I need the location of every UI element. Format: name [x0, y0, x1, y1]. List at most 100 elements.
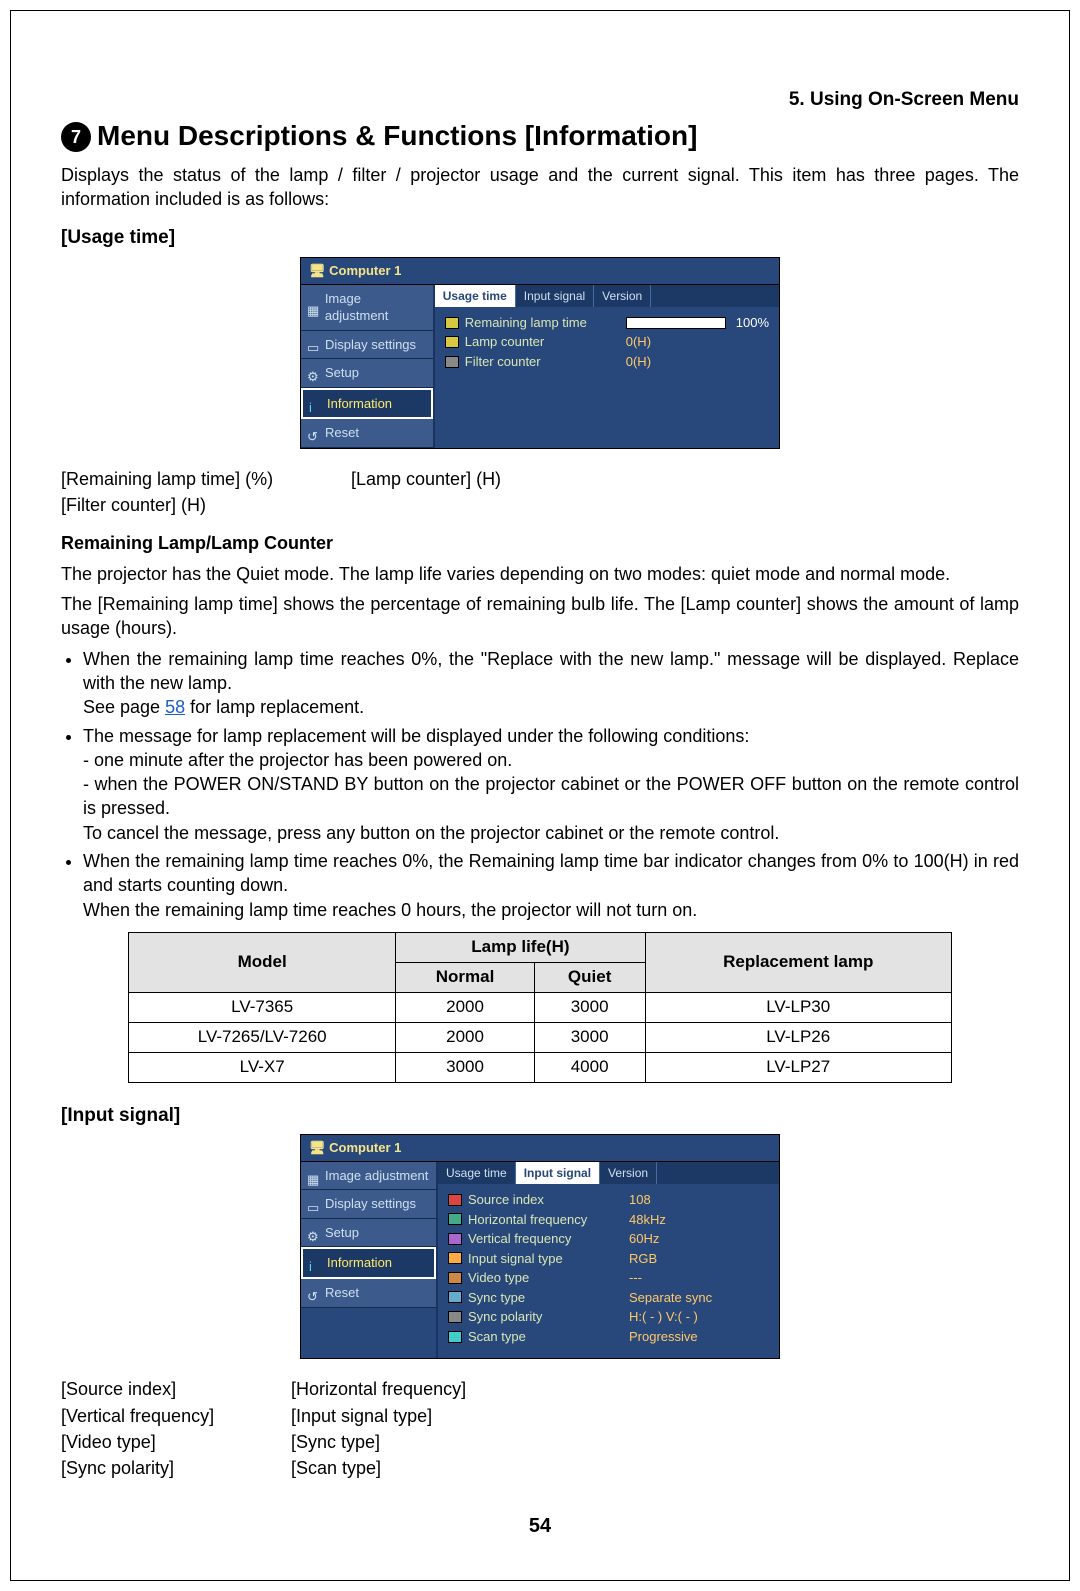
page-number: 54: [61, 1513, 1019, 1540]
cell-repl: LV-LP30: [645, 992, 951, 1022]
sub-remaining-lamp: Remaining Lamp/Lamp Counter: [61, 531, 1019, 555]
menu-content: Usage time Input signal Version Remainin…: [433, 285, 779, 448]
tab-usage-time[interactable]: Usage time: [438, 1162, 516, 1184]
sidebar-information[interactable]: iInformation: [301, 388, 433, 420]
page-link-58[interactable]: 58: [165, 697, 185, 717]
menu-source-label: Computer 1: [329, 263, 401, 278]
title-number-icon: 7: [61, 122, 91, 152]
cell-normal: 3000: [396, 1052, 534, 1082]
display-icon: ▭: [307, 339, 321, 349]
row-icon: [448, 1331, 462, 1343]
row-remaining-lamp: Remaining lamp time 100%: [445, 313, 769, 333]
row-icon: [448, 1272, 462, 1284]
th-quiet: Quiet: [534, 962, 645, 992]
row-hfreq: Horizontal frequency48kHz: [448, 1210, 769, 1230]
row-sigtype: Input signal type RGB: [448, 1249, 769, 1269]
label-sync-type: [Sync type]: [291, 1430, 466, 1454]
lamp-icon: [445, 336, 459, 348]
bullet-item: When the remaining lamp time reaches 0%,…: [83, 647, 1019, 720]
bullet-text: To cancel the message, press any button …: [83, 823, 779, 843]
tab-version[interactable]: Version: [594, 285, 651, 307]
intro-paragraph: Displays the status of the lamp / filter…: [61, 163, 1019, 212]
filter-icon: [445, 356, 459, 368]
bullet-text: When the remaining lamp time reaches 0%,…: [83, 851, 1019, 895]
row-value: ---: [629, 1269, 642, 1287]
sidebar-display-settings[interactable]: ▭Display settings: [301, 1190, 436, 1219]
title-text: Menu Descriptions & Functions [Informati…: [97, 120, 697, 151]
sidebar-reset[interactable]: ↺ Reset: [301, 419, 433, 448]
row-filter-counter: Filter counter 0(H): [445, 352, 769, 372]
sidebar-setup[interactable]: ⚙Setup: [301, 359, 433, 388]
info-icon: i: [309, 1258, 323, 1268]
reset-icon: ↺: [307, 428, 321, 438]
tab-version[interactable]: Version: [600, 1162, 657, 1184]
tab-input-signal[interactable]: Input signal: [516, 1162, 600, 1184]
sidebar-label: Image adjustment: [325, 290, 427, 325]
menu-sidebar: ▦Image adjustment ▭Display settings ⚙Set…: [301, 1162, 436, 1359]
label-scan-type: [Scan type]: [291, 1456, 466, 1480]
sidebar-label: Information: [327, 1254, 392, 1272]
bullet-list: When the remaining lamp time reaches 0%,…: [61, 647, 1019, 922]
computer-icon: 🖥: [309, 1140, 326, 1155]
sidebar-reset[interactable]: ↺Reset: [301, 1279, 436, 1308]
sidebar-image-adjustment[interactable]: ▦Image adjustment: [301, 1162, 436, 1191]
image-adj-icon: ▦: [307, 302, 321, 312]
sidebar-label: Reset: [325, 424, 359, 442]
cell-repl: LV-LP27: [645, 1052, 951, 1082]
row-label: Sync type: [468, 1289, 623, 1307]
cell-quiet: 3000: [534, 992, 645, 1022]
progress-bar: [626, 317, 726, 329]
row-value: Separate sync: [629, 1289, 712, 1307]
row-label: Vertical frequency: [468, 1230, 623, 1248]
section-usage-time: [Usage time]: [61, 225, 1019, 251]
th-normal: Normal: [396, 962, 534, 992]
paragraph: The projector has the Quiet mode. The la…: [61, 562, 1019, 586]
label-sigtype: [Input signal type]: [291, 1404, 466, 1428]
menu-source: 🖥 Computer 1: [300, 257, 780, 284]
usage-label-list: [Remaining lamp time] (%) [Filter counte…: [61, 467, 1019, 520]
sidebar-image-adjustment[interactable]: ▦ Image adjustment: [301, 285, 433, 331]
sidebar-information[interactable]: i Information: [301, 1247, 436, 1279]
row-icon: [448, 1252, 462, 1264]
row-label: Input signal type: [468, 1250, 623, 1268]
input-label-list: [Source index] [Vertical frequency] [Vid…: [61, 1377, 1019, 1482]
menu-sidebar: ▦ Image adjustment ▭Display settings ⚙Set…: [301, 285, 433, 448]
lamp-icon: [445, 317, 459, 329]
row-scantype: Scan typeProgressive: [448, 1327, 769, 1347]
table-row: LV-7265/LV-7260 2000 3000 LV-LP26: [129, 1022, 952, 1052]
row-value: 100%: [736, 314, 769, 332]
row-value: RGB: [629, 1250, 657, 1268]
setup-icon: ⚙: [307, 1228, 321, 1238]
cell-normal: 2000: [396, 992, 534, 1022]
row-label: Video type: [468, 1269, 623, 1287]
tab-input-signal[interactable]: Input signal: [516, 285, 594, 307]
row-icon: [448, 1291, 462, 1303]
row-label: Remaining lamp time: [465, 314, 620, 332]
menu-content: Usage time Input signal Version Source i…: [436, 1162, 779, 1359]
menu-source: 🖥 Computer 1: [300, 1134, 780, 1161]
computer-icon: 🖥: [309, 263, 326, 278]
tab-usage-time[interactable]: Usage time: [435, 285, 516, 307]
cell-normal: 2000: [396, 1022, 534, 1052]
bullet-item: The message for lamp replacement will be…: [83, 724, 1019, 845]
bullet-text: When the remaining lamp time reaches 0 h…: [83, 900, 697, 920]
row-icon: [448, 1233, 462, 1245]
bullet-text: - one minute after the projector has bee…: [83, 750, 512, 770]
bullet-item: When the remaining lamp time reaches 0%,…: [83, 849, 1019, 922]
sidebar-display-settings[interactable]: ▭Display settings: [301, 331, 433, 360]
reset-icon: ↺: [307, 1288, 321, 1298]
label-hfreq: [Horizontal frequency]: [291, 1377, 466, 1401]
row-icon: [448, 1311, 462, 1323]
row-value: H:( - ) V:( - ): [629, 1308, 698, 1326]
row-label: Sync polarity: [468, 1308, 623, 1326]
row-lamp-counter: Lamp counter 0(H): [445, 332, 769, 352]
th-lamp-life: Lamp life(H): [396, 932, 645, 962]
label-remaining-lamp: [Remaining lamp time] (%): [61, 467, 331, 491]
label-lamp-counter: [Lamp counter] (H): [351, 467, 501, 491]
page-title: 7Menu Descriptions & Functions [Informat…: [61, 117, 1019, 155]
row-icon: [448, 1194, 462, 1206]
row-label: Source index: [468, 1191, 623, 1209]
label-video-type: [Video type]: [61, 1430, 271, 1454]
sidebar-setup[interactable]: ⚙Setup: [301, 1219, 436, 1248]
label-sync-polarity: [Sync polarity]: [61, 1456, 271, 1480]
